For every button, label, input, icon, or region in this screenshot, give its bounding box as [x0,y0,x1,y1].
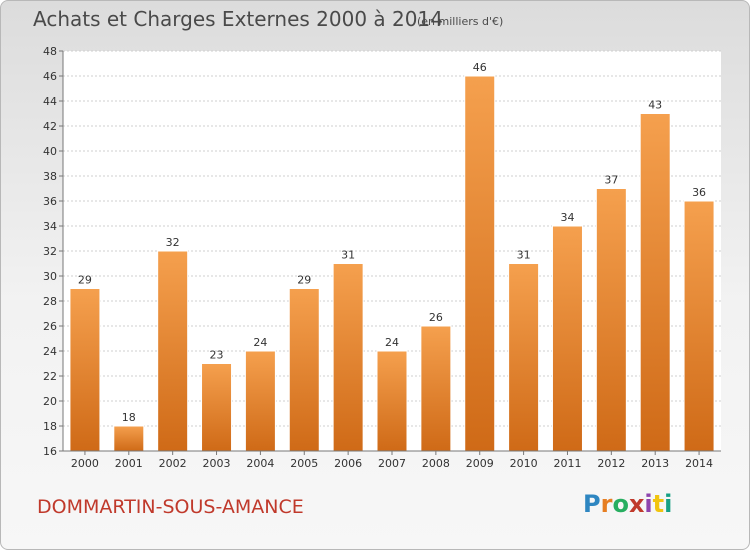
logo-letter: o [612,490,629,518]
y-tick-label: 48 [43,45,57,58]
x-tick-label: 2004 [246,457,274,470]
y-tick-label: 40 [43,145,57,158]
bar-2004 [244,350,276,452]
x-tick-label: 2006 [334,457,362,470]
bar-2003 [201,363,233,452]
value-label-2005: 29 [297,274,311,287]
value-label-2010: 31 [517,249,531,262]
x-tick-label: 2014 [685,457,713,470]
bar-2014 [683,200,715,452]
y-tick-label: 32 [43,245,57,258]
y-tick-label: 18 [43,420,57,433]
value-label-2000: 29 [78,274,92,287]
value-label-2001: 18 [122,411,136,424]
x-tick-label: 2013 [641,457,669,470]
y-tick-label: 30 [43,270,57,283]
bar-2002 [157,250,189,452]
value-label-2002: 32 [166,236,180,249]
bar-2010 [508,263,540,452]
chart-unit: (en milliers d'€) [417,15,504,28]
value-label-2003: 23 [210,349,224,362]
value-label-2013: 43 [648,99,662,112]
x-tick-label: 2008 [422,457,450,470]
bar-2009 [464,75,496,452]
y-tick-label: 28 [43,295,57,308]
bar-2006 [332,263,364,452]
logo-letter: P [583,490,601,518]
value-label-2007: 24 [385,336,399,349]
y-tick-label: 16 [43,445,57,458]
x-tick-label: 2012 [597,457,625,470]
y-tick-label: 44 [43,95,57,108]
commune-name: DOMMARTIN-SOUS-AMANCE [37,496,304,518]
bar-2005 [288,288,320,452]
y-tick-label: 20 [43,395,57,408]
x-tick-label: 2001 [115,457,143,470]
y-tick-label: 38 [43,170,57,183]
value-label-2004: 24 [253,336,267,349]
value-label-2012: 37 [604,174,618,187]
y-tick-label: 42 [43,120,57,133]
x-tick-label: 2000 [71,457,99,470]
logo-letter: i [664,490,673,518]
value-label-2008: 26 [429,311,443,324]
y-tick-label: 22 [43,370,57,383]
y-tick-label: 24 [43,345,57,358]
y-tick-label: 36 [43,195,57,208]
value-label-2006: 31 [341,249,355,262]
x-tick-label: 2002 [159,457,187,470]
x-tick-label: 2007 [378,457,406,470]
x-tick-label: 2009 [466,457,494,470]
value-label-2009: 46 [473,61,487,74]
logo-letter: t [652,490,665,518]
proxiti-logo: Proxiti [583,490,672,518]
chart-title: Achats et Charges Externes 2000 à 2014 [33,7,443,31]
x-tick-label: 2011 [553,457,581,470]
bar-2011 [551,225,583,452]
bar-2000 [69,288,101,452]
bar-2007 [376,350,408,452]
x-tick-label: 2005 [290,457,318,470]
value-label-2011: 34 [560,211,574,224]
bar-2013 [639,113,671,452]
y-tick-label: 34 [43,220,57,233]
x-tick-label: 2003 [203,457,231,470]
bar-2001 [113,425,145,452]
logo-letter: x [628,490,645,518]
x-tick-label: 2010 [510,457,538,470]
logo-letter: r [600,490,613,518]
value-label-2014: 36 [692,186,706,199]
y-tick-label: 46 [43,70,57,83]
y-tick-label: 26 [43,320,57,333]
logo-letter: i [644,490,653,518]
bar-2008 [420,325,452,452]
bar-2012 [595,188,627,452]
